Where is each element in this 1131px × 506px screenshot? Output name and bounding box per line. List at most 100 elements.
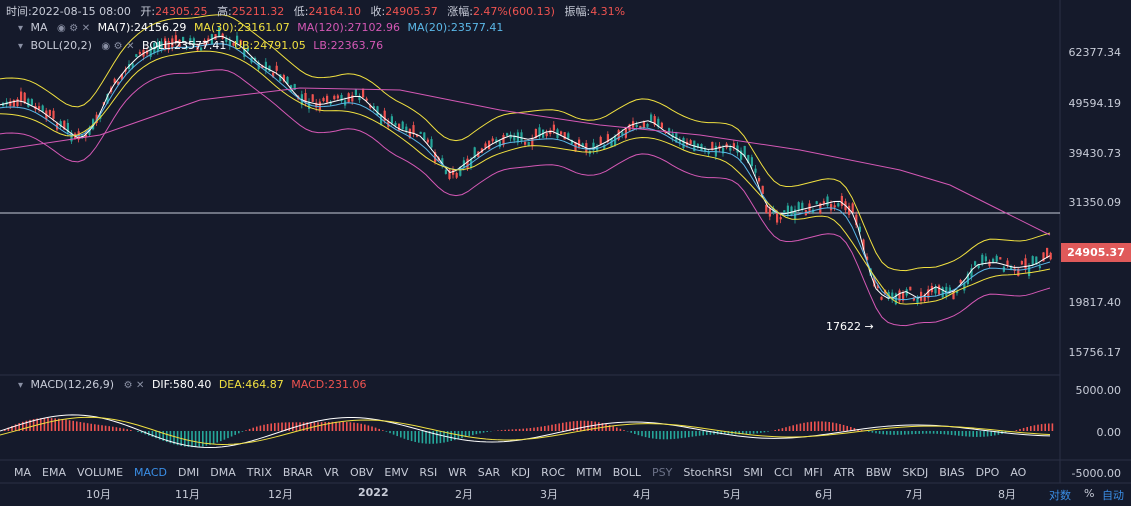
gear-icon[interactable]: ⚙ xyxy=(69,23,79,34)
log-scale-toggle[interactable]: 对数 xyxy=(1049,489,1071,502)
indicator-tab-kdj[interactable]: KDJ xyxy=(511,466,531,479)
ma120-value: MA(120):27102.96 xyxy=(297,21,401,34)
macd-name: MACD(12,26,9) xyxy=(30,378,115,391)
indicator-tab-ma[interactable]: MA xyxy=(14,466,32,479)
macd-tick: 5000.00 xyxy=(1075,384,1122,397)
indicator-tab-dmi[interactable]: DMI xyxy=(178,466,200,479)
boll-legend: ▾ BOLL(20,2) ◉ ⚙ ✕ BOLL:23577.41 UB:2479… xyxy=(18,39,383,52)
macd-dea-value: DEA:464.87 xyxy=(218,378,284,391)
indicator-tab-dpo[interactable]: DPO xyxy=(975,466,1000,479)
ma30-value: MA(30):23161.07 xyxy=(193,21,290,34)
indicator-tab-ao[interactable]: AO xyxy=(1010,466,1027,479)
gear-icon[interactable]: ⚙ xyxy=(123,380,133,391)
ma7-line xyxy=(0,35,1051,299)
indicator-tab-atr[interactable]: ATR xyxy=(833,466,855,479)
month-label: 11月 xyxy=(175,488,200,501)
eye-icon[interactable]: ◉ xyxy=(57,23,66,34)
indicator-tab-volume[interactable]: VOLUME xyxy=(76,466,124,479)
close-value: 24905.37 xyxy=(385,5,438,18)
change-label: 涨幅: xyxy=(447,5,473,18)
month-label: 2022 xyxy=(358,486,389,499)
change-value: 2.47%(600.13) xyxy=(472,5,555,18)
price-tick: 15756.17 xyxy=(1068,346,1122,359)
high-label: 高: xyxy=(217,5,232,18)
time-label: 时间: xyxy=(6,5,32,18)
indicator-tab-boll[interactable]: BOLL xyxy=(612,466,642,479)
indicator-tab-macd[interactable]: MACD xyxy=(134,466,168,479)
macd-dif-value: DIF:580.40 xyxy=(151,378,212,391)
ma7-value: MA(7):24156.29 xyxy=(97,21,187,34)
indicator-tab-obv[interactable]: OBV xyxy=(350,466,374,479)
indicator-tab-cci[interactable]: CCI xyxy=(774,466,793,479)
month-label: 12月 xyxy=(268,488,293,501)
close-icon[interactable]: ✕ xyxy=(136,380,145,391)
indicator-tab-stochrsi[interactable]: StochRSI xyxy=(683,466,733,479)
low-price-marker: 17622 → xyxy=(826,320,874,333)
price-tick: 31350.09 xyxy=(1068,196,1122,209)
boll-name: BOLL(20,2) xyxy=(30,39,92,52)
month-label: 8月 xyxy=(998,488,1016,501)
boll-lb-value: LB:22363.76 xyxy=(313,39,384,52)
indicator-tab-trix[interactable]: TRIX xyxy=(246,466,272,479)
month-label: 5月 xyxy=(723,488,741,501)
percent-scale-toggle[interactable]: % xyxy=(1084,487,1095,500)
auto-scale-toggle[interactable]: 自动 xyxy=(1102,489,1124,502)
amplitude-value: 4.31% xyxy=(590,5,626,18)
indicator-tab-bias[interactable]: BIAS xyxy=(939,466,965,479)
indicator-tab-smi[interactable]: SMI xyxy=(743,466,764,479)
boll-ub-value: UB:24791.05 xyxy=(233,39,306,52)
price-tick: 19817.40 xyxy=(1068,296,1122,309)
ma-name: MA xyxy=(30,21,48,34)
eye-icon[interactable]: ◉ xyxy=(101,41,111,52)
amplitude-label: 振幅: xyxy=(564,5,591,18)
boll-value: BOLL:23577.41 xyxy=(141,39,227,52)
boll-lower-band xyxy=(0,69,1051,327)
current-price-badge: 24905.37 xyxy=(1061,243,1131,262)
low-value: 24164.10 xyxy=(308,5,362,18)
low-label: 低: xyxy=(293,5,309,18)
ma-legend: ▾ MA ◉ ⚙ ✕ MA(7):24156.29 MA(30):23161.0… xyxy=(18,21,503,34)
price-tick: 39430.73 xyxy=(1068,147,1122,160)
month-label: 4月 xyxy=(633,488,651,501)
indicator-tab-brar[interactable]: BRAR xyxy=(282,466,313,479)
macd-dea-line xyxy=(0,416,1051,445)
open-value: 24305.25 xyxy=(155,5,208,18)
month-label: 2月 xyxy=(455,488,473,501)
ohlc-info-bar: 时间:2022-08-15 08:00 开:24305.25 高:25211.3… xyxy=(6,3,625,19)
ma20-value: MA(20):23577.41 xyxy=(407,21,504,34)
macd-hist-value: MACD:231.06 xyxy=(291,378,367,391)
month-label: 10月 xyxy=(86,488,111,501)
month-label: 7月 xyxy=(905,488,923,501)
indicator-tab-mtm[interactable]: MTM xyxy=(576,466,602,479)
indicator-tab-sar[interactable]: SAR xyxy=(477,466,501,479)
month-label: 6月 xyxy=(815,488,833,501)
ma120-line xyxy=(0,87,1051,236)
indicator-tab-roc[interactable]: ROC xyxy=(541,466,566,479)
low-price-arrow: → xyxy=(864,320,874,333)
indicator-tab-dma[interactable]: DMA xyxy=(210,466,236,479)
macd-tick: -5000.00 xyxy=(1071,467,1121,480)
macd-legend: ▾ MACD(12,26,9) ⚙ ✕ DIF:580.40 DEA:464.8… xyxy=(18,378,366,391)
open-label: 开: xyxy=(140,5,156,18)
close-icon[interactable]: ✕ xyxy=(126,41,135,52)
indicator-tab-wr[interactable]: WR xyxy=(448,466,467,479)
indicator-tab-mfi[interactable]: MFI xyxy=(803,466,823,479)
indicator-tabs: MA EMA VOLUME MACD DMI DMA TRIX BRAR VR OBV EMV RSI… xyxy=(14,466,1037,479)
collapse-chevron-icon[interactable]: ▾ xyxy=(18,380,24,391)
price-tick: 49594.19 xyxy=(1068,97,1122,110)
high-value: 25211.32 xyxy=(231,5,285,18)
collapse-chevron-icon[interactable]: ▾ xyxy=(18,41,24,52)
close-icon[interactable]: ✕ xyxy=(81,23,91,34)
low-price-value: 17622 xyxy=(826,320,861,333)
gear-icon[interactable]: ⚙ xyxy=(113,41,123,52)
indicator-tab-psy[interactable]: PSY xyxy=(652,466,673,479)
collapse-chevron-icon[interactable]: ▾ xyxy=(18,23,24,34)
boll-upper-band xyxy=(0,14,1051,272)
indicator-tab-emv[interactable]: EMV xyxy=(384,466,409,479)
indicator-tab-skdj[interactable]: SKDJ xyxy=(902,466,929,479)
indicator-tab-vr[interactable]: VR xyxy=(323,466,339,479)
indicator-tab-ema[interactable]: EMA xyxy=(42,466,66,479)
indicator-tab-bbw[interactable]: BBW xyxy=(865,466,892,479)
indicator-tab-rsi[interactable]: RSI xyxy=(419,466,438,479)
